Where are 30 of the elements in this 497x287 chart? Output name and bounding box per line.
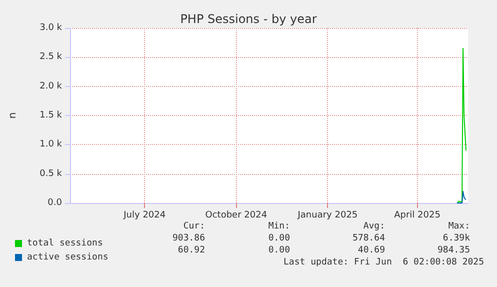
- text: 984.35: [437, 246, 470, 256]
- y-axis-title: n: [8, 112, 18, 119]
- legend-label: active sessions: [27, 252, 108, 262]
- line-series: [456, 190, 467, 204]
- text: Cur:: [183, 222, 205, 232]
- y-tick-label: 2.5 k: [40, 52, 63, 62]
- text: 578.64: [352, 234, 385, 244]
- line-series: [456, 48, 467, 204]
- legend-label: total sessions: [27, 238, 103, 248]
- text: 0.00: [268, 234, 290, 244]
- text: 60.92: [178, 246, 205, 256]
- text: 40.69: [358, 246, 385, 256]
- text: Max:: [448, 222, 470, 232]
- text: Avg:: [363, 222, 385, 232]
- text: 6.39k: [442, 234, 471, 244]
- x-tick-label: April 2025: [394, 210, 440, 220]
- y-tick-label: 1.5 k: [40, 110, 63, 120]
- chart-title: PHP Sessions - by year: [180, 12, 317, 26]
- y-tick-label: 3.0 k: [40, 23, 63, 33]
- x-tick-label: October 2024: [205, 210, 268, 220]
- y-tick-label: 2.0 k: [40, 81, 63, 92]
- text: 903.86: [172, 234, 205, 244]
- y-tick-label: 0.5 k: [40, 168, 63, 179]
- text: 0.00: [268, 246, 290, 256]
- text: Min:: [268, 222, 290, 232]
- text: Last update: Fri Jun 6 02:00:08 2025: [284, 258, 484, 268]
- x-tick-label: January 2025: [296, 210, 358, 220]
- y-tick-label: 0.0: [48, 198, 62, 208]
- x-tick-label: July 2024: [122, 210, 166, 220]
- y-tick-label: 1.0 k: [40, 140, 63, 150]
